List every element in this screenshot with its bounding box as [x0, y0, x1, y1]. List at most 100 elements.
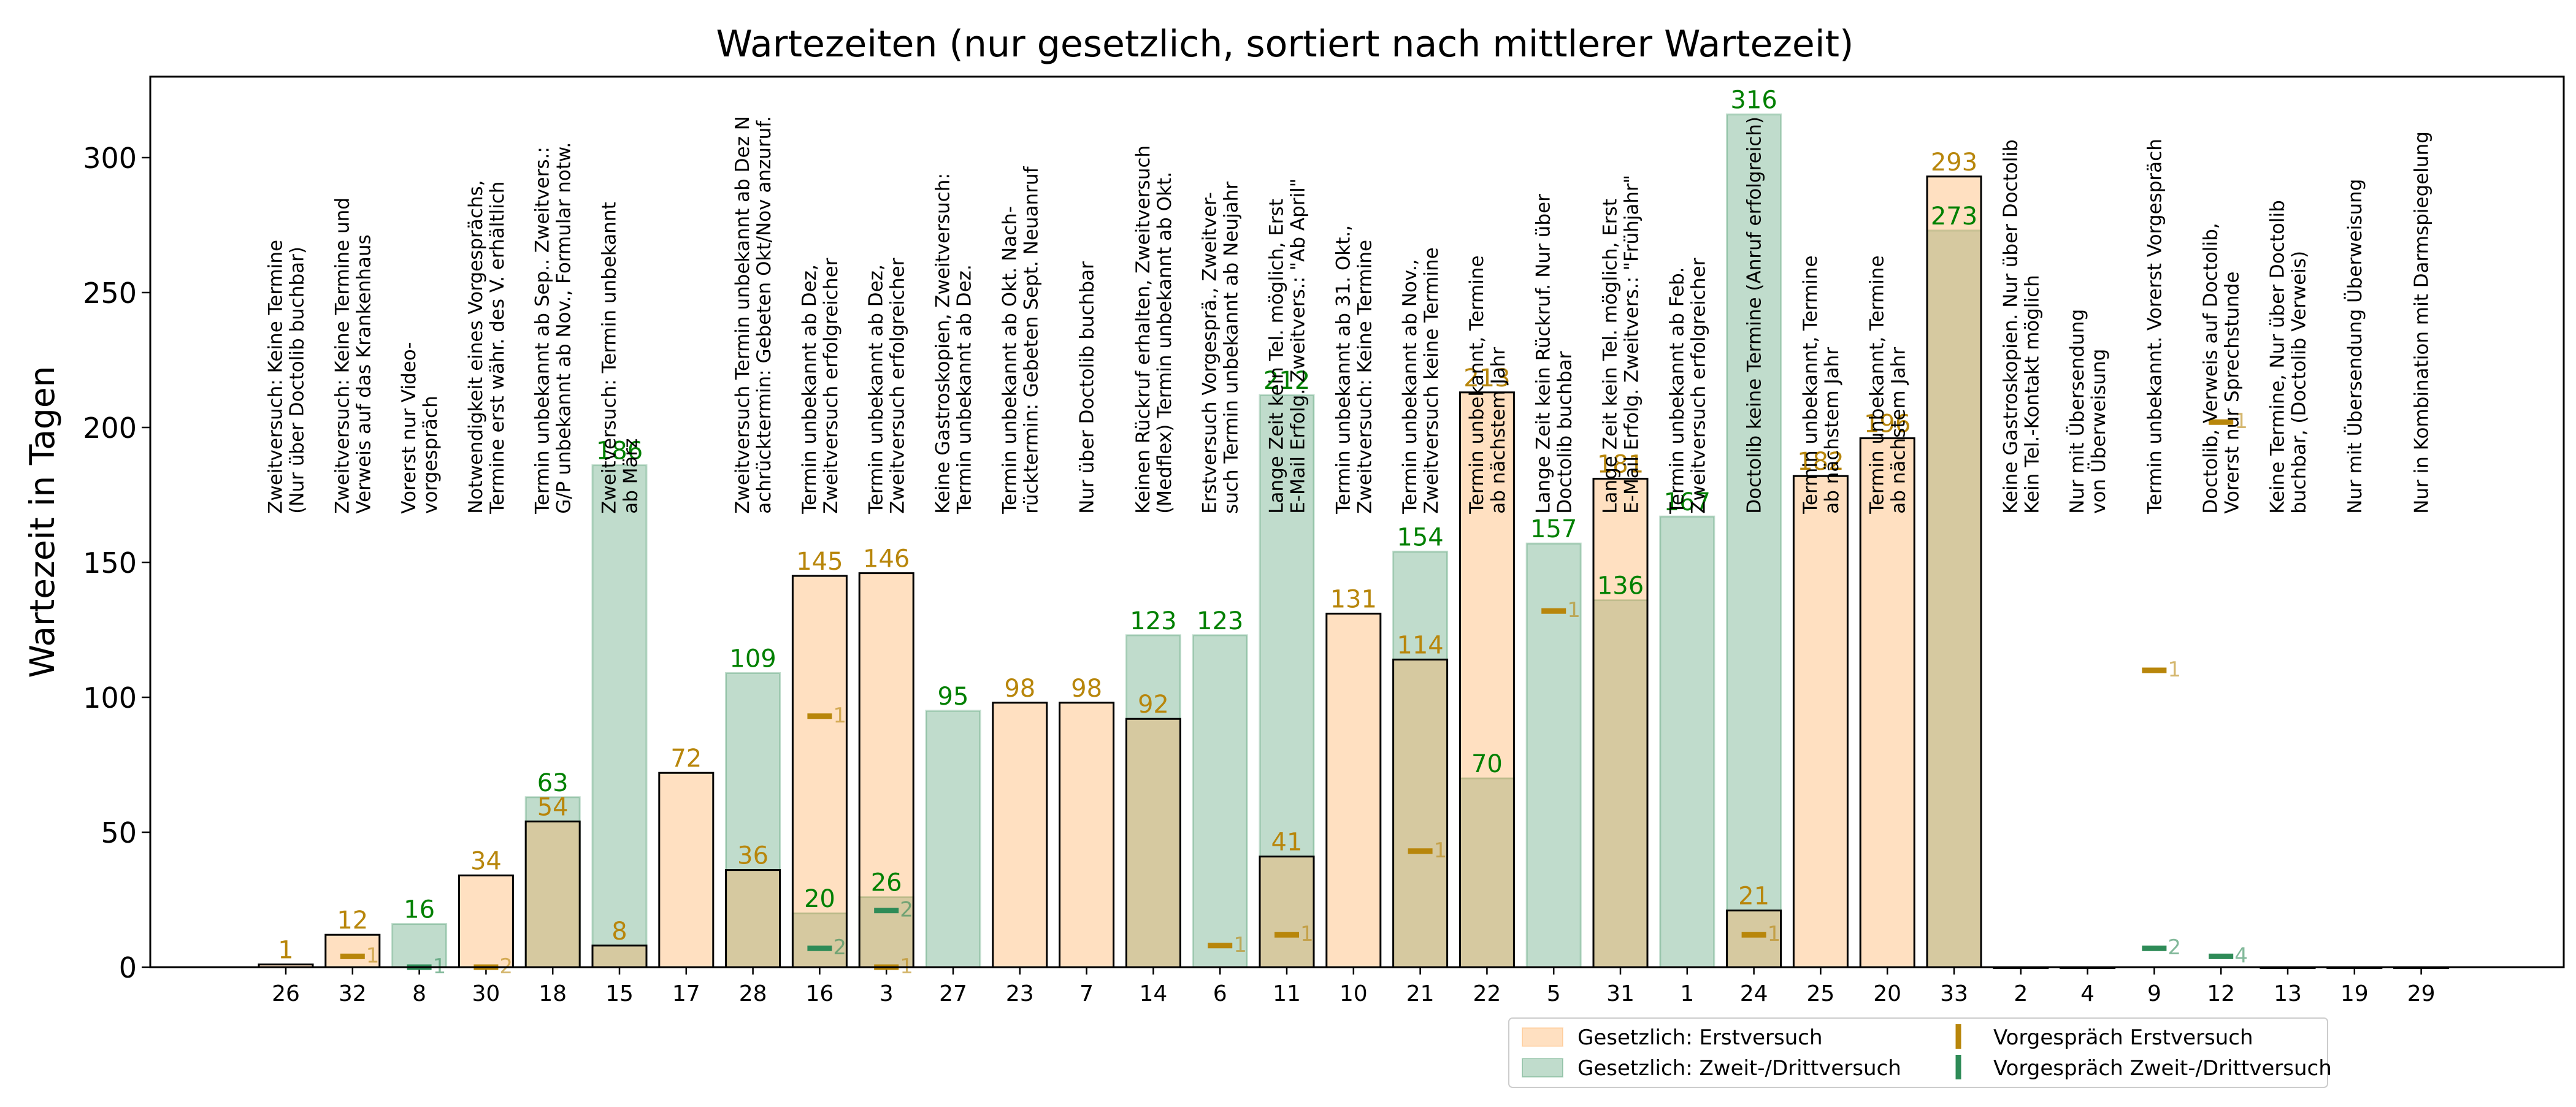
bar-annotation-line: Doctolib keine Termine (Anruf erfolgreic… — [1744, 117, 1766, 514]
bar-annotation-line: G/P unbekannt ab Nov., Formular notw. — [553, 142, 575, 514]
bar-zweitversuch — [1592, 599, 1649, 968]
bar-annotation-line: Termin unbekannt ab Dez. — [954, 264, 976, 515]
value-label-erst: 72 — [670, 745, 702, 773]
bar-annotation: Zweitversuch: Termin unbekanntab März — [599, 202, 642, 514]
value-label-erst: 12 — [337, 906, 368, 935]
bar-erstversuch — [725, 869, 781, 968]
bar-zweitversuch — [925, 710, 981, 968]
bar-annotation-line: Termin unbekannt ab Nov., — [1399, 259, 1421, 514]
x-tick-label: 9 — [2147, 981, 2161, 1006]
value-label-zweit: 95 — [938, 683, 969, 711]
legend-label: Gesetzlich: Erstversuch — [1577, 1025, 1823, 1050]
value-label-erst: 36 — [737, 842, 769, 870]
value-label-zweit: 26 — [871, 869, 902, 897]
value-label-zweit: 316 — [1730, 86, 1777, 115]
bar-annotation-line: ab nächstem Jahr — [1888, 347, 1910, 514]
x-tick-label: 10 — [1340, 981, 1368, 1006]
bar-annotation: Notwendigkeit eines Vorgesprächs,Termine… — [465, 180, 508, 515]
x-tick-label: 15 — [605, 981, 634, 1006]
x-tick-label: 8 — [412, 981, 426, 1006]
bar-annotation: Lange Zeit kein Tel. möglich, ErstE-Mail… — [1600, 175, 1643, 514]
bar-annotation-line: Zweitversuch: Keine Termine — [1354, 240, 1376, 514]
plot-frame — [149, 75, 2565, 968]
bar-annotation: Vorerst nur Video-vorgespräch — [398, 342, 442, 513]
bar-erstversuch — [1259, 856, 1315, 968]
bar-annotation: Termin unbekannt. Vorerst Vorgespräch — [2144, 139, 2166, 515]
x-tick-label: 30 — [472, 981, 500, 1006]
x-tick-label: 24 — [1740, 981, 1768, 1006]
bar-erstversuch — [1792, 475, 1849, 968]
bar-annotation-line: Zweitversuch Termin unbekannt ab Dez N — [732, 116, 754, 514]
value-label-erst: 182 — [1797, 448, 1844, 476]
bar-erstversuch — [591, 944, 648, 968]
bar-annotation-line: (Medflex) Termin unbekannt ab Okt. — [1154, 172, 1176, 514]
x-tick-label: 33 — [1940, 981, 1968, 1006]
bar-annotation-line: (Nur über Doctolib buchbar) — [286, 247, 309, 514]
bar-zweitversuch — [1192, 634, 1248, 968]
bar-erstversuch — [1392, 658, 1449, 968]
bar-annotation-line: rücktermin: Gebeten Sept. Neuanruf — [1020, 166, 1042, 513]
bar-annotation: Keine Gastroskopien. Nur über DoctolibKe… — [1999, 139, 2043, 513]
x-tick-label: 23 — [1006, 981, 1034, 1006]
bar-annotation-line: Termin unbekannt, Termine — [1466, 255, 1488, 514]
value-label-erst: 293 — [1931, 148, 1977, 177]
bar-annotation-line: Zweitversuch erfolgreicher — [1687, 258, 1709, 513]
bar-annotation: Zweitversuch: Keine Termine undVerweis a… — [331, 197, 375, 514]
bar-erstversuch — [1059, 702, 1115, 968]
vorgespraech-erst-marker-count: 1 — [2168, 657, 2181, 682]
bar-annotation-line: Termin unbekannt ab 31. Okt., — [1332, 225, 1354, 515]
bar-annotation-line: buchbar, (Doctolib Verweis) — [2288, 251, 2310, 514]
bar-annotation-line: Nur über Doctolib buchbar — [1076, 261, 1098, 514]
bar-annotation-line: Doctolib buchbar — [1554, 351, 1576, 513]
x-tick-label: 18 — [539, 981, 567, 1006]
value-label-erst: 98 — [1004, 675, 1035, 703]
vorgespraech-zweit-marker-count: 4 — [2234, 943, 2248, 968]
bar-erstversuch — [324, 933, 381, 968]
bar-annotation-line: Lange Zeit kein Tel. möglich, Erst — [1266, 199, 1288, 514]
x-tick-label: 16 — [805, 981, 834, 1006]
bar-annotation-line: such Termin unbekannt ab Neujahr — [1221, 182, 1243, 514]
bar-annotation-line: Nur mit Übersendung Überweisung — [2344, 179, 2366, 514]
bar-annotation-line: Termin unbekannt ab Sep.. Zweitvers.: — [532, 147, 554, 515]
bar-annotation-line: ab nächstem Jahr — [1821, 347, 1843, 514]
vorgespraech-zweit-marker-count: 2 — [833, 935, 846, 960]
vorgespraech-erst-marker-count: 1 — [1233, 933, 1247, 957]
x-tick-label: 17 — [672, 981, 700, 1006]
legend-label: Vorgespräch Erstversuch — [1993, 1025, 2253, 1050]
bar-zweitversuch — [725, 672, 781, 968]
bar-annotation: Doctolib keine Termine (Anruf erfolgreic… — [1744, 117, 1766, 514]
bar-annotation: Doctolib, Verweis auf Doctolib,Vorerst n… — [2200, 223, 2244, 513]
bar-annotation-line: Lange Zeit kein Rückruf. Nur über — [1533, 194, 1555, 514]
bar-annotation-line: Verweis auf das Krankenhaus — [353, 234, 375, 513]
bar-annotation: Termin unbekannt ab Okt. Nach-rücktermin… — [999, 166, 1042, 514]
bar-annotation: Termin unbekannt ab Dez,Zweitversuch erf… — [865, 258, 909, 514]
x-tick-label: 29 — [2407, 981, 2436, 1006]
bar-annotation: Termin unbekannt ab 31. Okt.,Zweitversuc… — [1332, 225, 1376, 515]
vorgespraech-erst-marker-count: 1 — [2234, 409, 2248, 434]
bar-annotation-line: Termin unbekannt ab Okt. Nach- — [999, 206, 1021, 515]
x-tick-label: 19 — [2340, 981, 2369, 1006]
bar-annotation-line: Lange Zeit kein Tel. möglich, Erst — [1600, 199, 1622, 514]
bar-zweitversuch — [391, 923, 448, 968]
value-label-erst: 146 — [863, 545, 910, 573]
value-label-zweit: 167 — [1664, 488, 1711, 516]
y-tick-label: 300 — [83, 142, 137, 175]
legend-frame — [1508, 1017, 2328, 1088]
bar-annotation: Nur in Kombination mit Darmspiegelung — [2411, 131, 2433, 514]
x-tick-label: 3 — [880, 981, 894, 1006]
value-label-erst: 181 — [1597, 451, 1644, 479]
bar-erstversuch — [1459, 391, 1515, 968]
vorgespraech-erst-marker-count: 1 — [366, 943, 380, 968]
value-label-erst: 98 — [1071, 675, 1102, 703]
bar-annotation-line: Nur mit Übersendung — [2066, 309, 2088, 514]
bar-annotation-line: Keine Gastroskopien, Zweitversuch: — [932, 173, 954, 514]
x-tick-label: 14 — [1139, 981, 1167, 1006]
bar-annotation-line: Zweitversuch erfolgreicher — [820, 258, 842, 513]
vorgespraech-zweit-marker-count: 2 — [900, 898, 913, 922]
y-tick-label: 50 — [101, 816, 137, 849]
bar-erstversuch — [1125, 718, 1181, 968]
vorgespraech-erst-marker-count: 1 — [1300, 922, 1314, 946]
value-label-erst: 114 — [1397, 631, 1443, 659]
value-label-zweit: 63 — [537, 769, 569, 797]
